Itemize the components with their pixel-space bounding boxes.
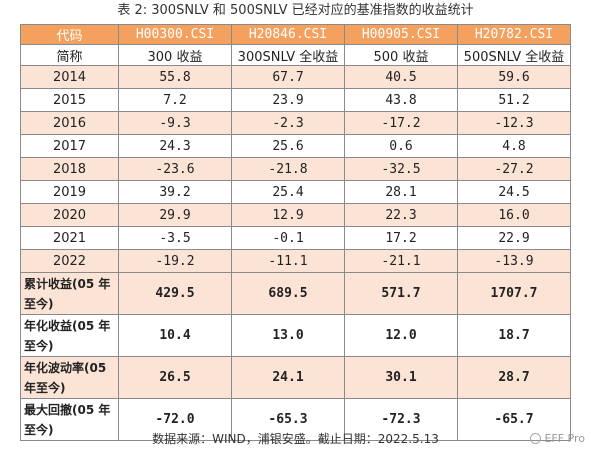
summary-value-cell: 571.7 [344, 272, 458, 315]
value-cell: 28.1 [344, 180, 458, 204]
value-cell: -32.5 [344, 157, 458, 181]
value-cell: -13.9 [457, 249, 571, 273]
value-cell: -23.6 [118, 157, 232, 181]
year-cell: 2021 [20, 226, 119, 250]
watermark-text: EFF Pro [544, 432, 585, 445]
value-cell: 7.2 [118, 88, 232, 112]
table-row: 2017 24.3 25.6 0.6 4.8 [20, 134, 571, 158]
summary-value-cell: 18.7 [457, 314, 571, 357]
summary-label-cell: 年化收益(05 年至今) [20, 314, 119, 357]
summary-value-cell: 12.0 [344, 314, 458, 357]
logo-icon [530, 432, 542, 444]
summary-label-cell: 累计收益(05 年至今) [20, 272, 119, 315]
value-cell: -17.2 [344, 111, 458, 135]
subheader-name-cell: 300 收益 [118, 44, 232, 66]
value-cell: -3.5 [118, 226, 232, 250]
table-row: 2022 -19.2 -11.1 -21.1 -13.9 [20, 249, 571, 273]
summary-row: 年化收益(05 年至今) 10.4 13.0 12.0 18.7 [20, 314, 571, 357]
value-cell: 51.2 [457, 88, 571, 112]
header-code-cell: H00905.CSI [344, 24, 458, 45]
value-cell: 40.5 [344, 65, 458, 89]
summary-value-cell: 429.5 [118, 272, 232, 315]
value-cell: 25.4 [231, 180, 345, 204]
header-cell: 代码 [20, 24, 119, 45]
summary-value-cell: 24.1 [231, 356, 345, 399]
value-cell: 24.5 [457, 180, 571, 204]
summary-row: 最大回撤(05 年至今) -72.0 -65.3 -72.3 -65.7 [20, 398, 571, 441]
value-cell: 29.9 [118, 203, 232, 227]
header-code-cell: H20782.CSI [457, 24, 571, 45]
summary-value-cell: -65.3 [231, 398, 345, 441]
subheader-name-cell: 500SNLV 全收益 [457, 44, 571, 66]
value-cell: 39.2 [118, 180, 232, 204]
value-cell: 55.8 [118, 65, 232, 89]
value-cell: 22.3 [344, 203, 458, 227]
header-code-cell: H00300.CSI [118, 24, 232, 45]
summary-value-cell: 30.1 [344, 356, 458, 399]
code-header-row: 代码 H00300.CSI H20846.CSI H00905.CSI H207… [20, 24, 571, 45]
value-cell: -27.2 [457, 157, 571, 181]
summary-value-cell: 689.5 [231, 272, 345, 315]
value-cell: 12.9 [231, 203, 345, 227]
value-cell: 59.6 [457, 65, 571, 89]
value-cell: 22.9 [457, 226, 571, 250]
table-row: 2020 29.9 12.9 22.3 16.0 [20, 203, 571, 227]
table-row: 2015 7.2 23.9 43.8 51.2 [20, 88, 571, 112]
subheader-cell: 简称 [20, 44, 119, 66]
name-subheader-row: 简称 300 收益 300SNLV 全收益 500 收益 500SNLV 全收益 [20, 44, 571, 66]
summary-value-cell: 10.4 [118, 314, 232, 357]
value-cell: 4.8 [457, 134, 571, 158]
value-cell: 24.3 [118, 134, 232, 158]
value-cell: -0.1 [231, 226, 345, 250]
value-cell: -21.8 [231, 157, 345, 181]
year-cell: 2014 [20, 65, 119, 89]
watermark: EFF Pro [530, 428, 585, 450]
value-cell: 23.9 [231, 88, 345, 112]
table-row: 2016 -9.3 -2.3 -17.2 -12.3 [20, 111, 571, 135]
summary-row: 年化波动率(05 年至今) 26.5 24.1 30.1 28.7 [20, 356, 571, 399]
year-cell: 2018 [20, 157, 119, 181]
value-cell: -12.3 [457, 111, 571, 135]
summary-value-cell: -72.0 [118, 398, 232, 441]
table-title: 表 2: 300SNLV 和 500SNLV 已经对应的基准指数的收益统计 [117, 3, 474, 18]
year-cell: 2015 [20, 88, 119, 112]
subheader-name-cell: 300SNLV 全收益 [231, 44, 345, 66]
value-cell: 43.8 [344, 88, 458, 112]
benchmark-return-table: 代码 H00300.CSI H20846.CSI H00905.CSI H207… [20, 24, 571, 441]
value-cell: -11.1 [231, 249, 345, 273]
value-cell: 16.0 [457, 203, 571, 227]
summary-value-cell: 28.7 [457, 356, 571, 399]
value-cell: -2.3 [231, 111, 345, 135]
subheader-name-cell: 500 收益 [344, 44, 458, 66]
value-cell: -9.3 [118, 111, 232, 135]
year-cell: 2022 [20, 249, 119, 273]
value-cell: 67.7 [231, 65, 345, 89]
summary-value-cell: -72.3 [344, 398, 458, 441]
summary-value-cell: 26.5 [118, 356, 232, 399]
value-cell: -19.2 [118, 249, 232, 273]
year-cell: 2016 [20, 111, 119, 135]
value-cell: 25.6 [231, 134, 345, 158]
value-cell: -21.1 [344, 249, 458, 273]
summary-value-cell: -65.7 [457, 398, 571, 441]
summary-row: 累计收益(05 年至今) 429.5 689.5 571.7 1707.7 [20, 272, 571, 315]
table-row: 2014 55.8 67.7 40.5 59.6 [20, 65, 571, 89]
data-source-note: 数据来源：WIND，浦银安盛。截止日期：2022.5.13 [152, 432, 439, 446]
table-row: 2021 -3.5 -0.1 17.2 22.9 [20, 226, 571, 250]
summary-value-cell: 1707.7 [457, 272, 571, 315]
summary-label-cell: 最大回撤(05 年至今) [20, 398, 119, 441]
year-cell: 2019 [20, 180, 119, 204]
summary-value-cell: 13.0 [231, 314, 345, 357]
table-row: 2019 39.2 25.4 28.1 24.5 [20, 180, 571, 204]
table-row: 2018 -23.6 -21.8 -32.5 -27.2 [20, 157, 571, 181]
value-cell: 17.2 [344, 226, 458, 250]
year-cell: 2020 [20, 203, 119, 227]
header-code-cell: H20846.CSI [231, 24, 345, 45]
value-cell: 0.6 [344, 134, 458, 158]
summary-label-cell: 年化波动率(05 年至今) [20, 356, 119, 399]
year-cell: 2017 [20, 134, 119, 158]
